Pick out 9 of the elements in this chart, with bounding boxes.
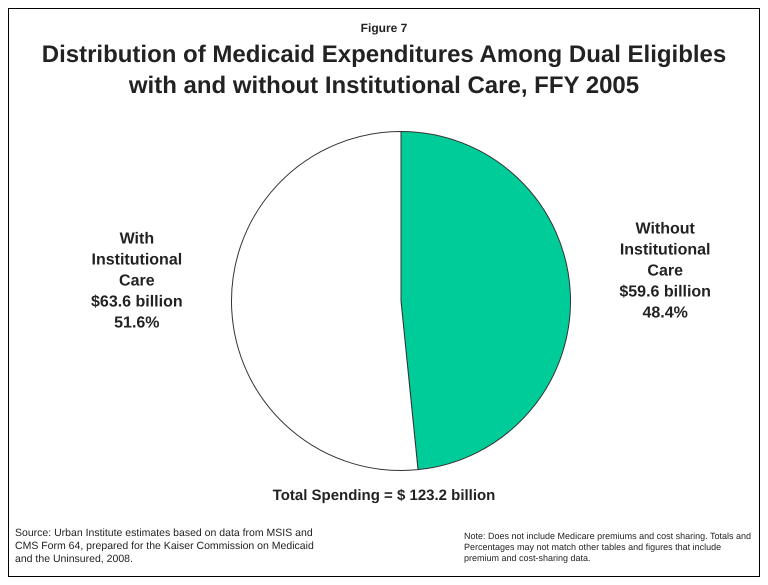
data-label: $59.6 billion 48.4% bbox=[619, 283, 711, 322]
text: Note: Does not include Medicare premiums and cost sharing. Totals and Percentages may not match other tables and figures that include premium and cost-sharing data. bbox=[464, 531, 752, 564]
source-note: Source: Urban Institute estimates based on data from MSIS and CMS Form 64, prepared for the Kaiser Commission on Medicaid and the Uninsured, 2008. bbox=[15, 527, 315, 566]
slice-label: Without Institutional Care bbox=[620, 220, 710, 280]
data-label: $63.6 billion 51.6% bbox=[91, 294, 183, 332]
slice-label: With Institutional Care bbox=[92, 230, 182, 290]
text: Total Spending = $ 123.2 billion bbox=[272, 487, 496, 504]
chart-title: Distribution of Medicaid Expenditures Among Dual Eligibles with and without Institutional Care, FFY 2005 bbox=[40, 40, 728, 101]
chart-subtitle: Figure 7 bbox=[360, 21, 408, 35]
